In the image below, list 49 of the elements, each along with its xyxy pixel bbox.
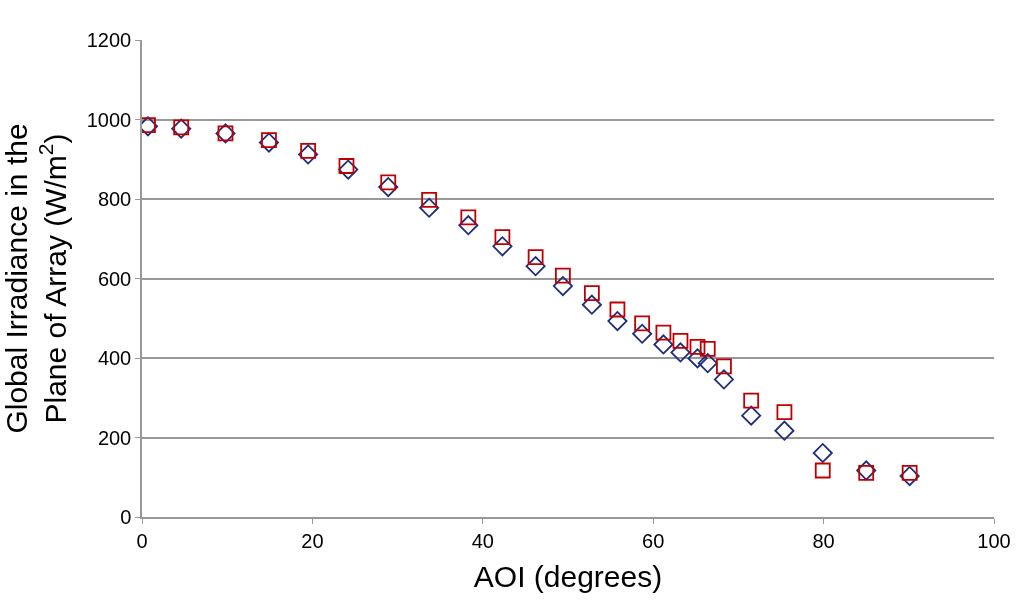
point [713,369,734,390]
point [687,348,708,369]
y-tick-label: 1000 [86,108,132,131]
point [554,267,571,284]
x-tick-label: 40 [471,529,494,552]
y-tick-label: 600 [97,267,132,290]
point [901,464,918,481]
point [899,466,920,487]
x-tick-label: 80 [812,529,835,552]
x-tick-label: 100 [977,529,1011,552]
point [776,404,793,420]
y-tick-label: 200 [97,426,132,449]
point [458,215,479,236]
point [743,392,760,409]
point [525,256,546,277]
point [670,342,691,363]
y-tick-label: 1200 [86,29,132,51]
point [812,443,833,463]
y-tick-label: 800 [97,188,132,210]
point [653,334,674,355]
point [492,236,513,257]
point [298,144,319,165]
point [607,311,628,332]
y-tick-label: 400 [97,347,132,369]
x-tick-label: 60 [642,529,665,552]
point [774,420,795,441]
x-tick-label: 20 [301,529,324,552]
point [583,285,600,302]
point [378,177,399,198]
point [697,353,718,374]
point [741,405,762,426]
point [716,358,732,375]
x-tick-label: 0 [136,529,148,552]
point [494,229,511,246]
point [609,301,626,318]
point [527,249,544,265]
point [419,197,440,218]
point [655,324,672,341]
point [338,159,359,180]
point [689,338,706,355]
point [634,315,651,332]
point [699,340,716,357]
point [814,462,831,479]
point [632,323,653,344]
x-axis-title: AOI (degrees) [473,559,663,593]
point [672,333,689,349]
y-tick-label: 0 [120,506,132,528]
point [552,276,573,297]
point [581,294,602,315]
